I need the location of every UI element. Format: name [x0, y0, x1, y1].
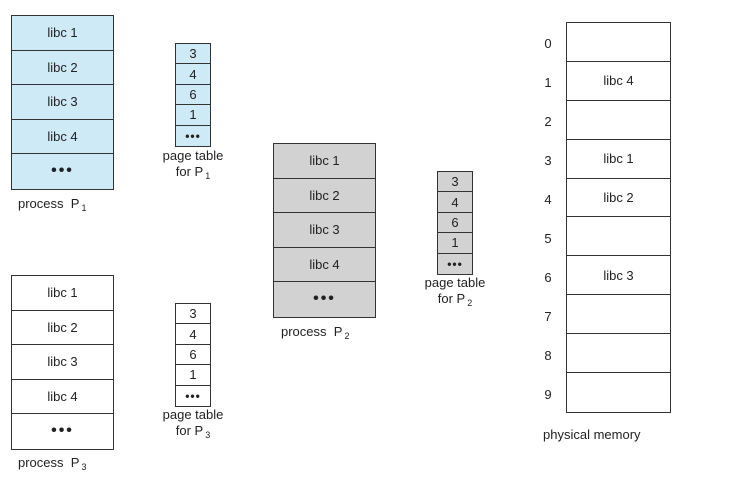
memory-frame: libc 1 — [567, 140, 670, 179]
process-p2-page: libc 3 — [274, 213, 375, 248]
frame-number: 0 — [544, 36, 552, 51]
memory-frame — [567, 334, 670, 374]
memory-frame — [567, 295, 670, 335]
memory-frame — [567, 217, 670, 257]
memory-frame — [567, 373, 670, 412]
frame-number: 5 — [544, 231, 552, 246]
process-p3-page-more: ••• — [51, 422, 74, 440]
page-table-p2: 3 4 6 1 ••• — [437, 171, 473, 275]
physical-memory-label: physical memory — [543, 427, 641, 442]
page-table-entry: 4 — [438, 192, 472, 213]
process-p3-page: libc 4 — [12, 380, 113, 414]
page-table-entry: 3 — [438, 172, 472, 193]
page-table-entry: 4 — [176, 64, 210, 85]
process-p1-memory: libc 1 libc 2 libc 3 libc 4 ••• — [11, 15, 114, 190]
memory-frame — [567, 101, 670, 140]
process-p3-page: libc 1 — [12, 276, 113, 311]
frame-number: 1 — [544, 75, 552, 90]
page-table-entry-more: ••• — [447, 256, 463, 271]
page-table-entry: 4 — [176, 324, 210, 345]
frame-number: 2 — [544, 114, 552, 129]
frame-number: 7 — [544, 309, 552, 324]
page-table-entry: 3 — [176, 44, 210, 65]
page-table-entry-more: ••• — [185, 388, 201, 403]
memory-frame — [567, 23, 670, 62]
process-p2-page: libc 4 — [274, 248, 375, 282]
process-p1-page-more: ••• — [51, 162, 74, 180]
memory-frame: libc 4 — [567, 62, 670, 101]
page-table-entry: 1 — [176, 105, 210, 126]
process-p2-page-more: ••• — [313, 290, 336, 308]
process-p2-page: libc 2 — [274, 179, 375, 213]
process-p3-page: libc 3 — [12, 345, 113, 380]
page-table-entry: 6 — [176, 345, 210, 366]
process-p3-page: libc 2 — [12, 311, 113, 345]
frame-number: 3 — [544, 153, 552, 168]
page-table-entry: 6 — [176, 85, 210, 106]
process-p1-page: libc 3 — [12, 85, 113, 120]
physical-memory: libc 4 libc 1 libc 2 libc 3 — [566, 22, 671, 413]
page-table-entry: 1 — [176, 365, 210, 386]
process-p3-memory: libc 1 libc 2 libc 3 libc 4 ••• — [11, 275, 114, 450]
page-table-entry: 6 — [438, 213, 472, 234]
page-table-entry-more: ••• — [185, 128, 201, 143]
page-table-entry: 3 — [176, 304, 210, 325]
process-p1-page: libc 4 — [12, 120, 113, 154]
frame-number: 4 — [544, 192, 552, 207]
frame-number: 9 — [544, 387, 552, 402]
frame-number: 6 — [544, 270, 552, 285]
process-p2-memory: libc 1 libc 2 libc 3 libc 4 ••• — [273, 143, 376, 318]
memory-frame: libc 3 — [567, 256, 670, 296]
process-p2-page: libc 1 — [274, 144, 375, 179]
process-p1-page: libc 2 — [12, 51, 113, 85]
page-table-p3: 3 4 6 1 ••• — [175, 303, 211, 407]
page-table-entry: 1 — [438, 233, 472, 254]
page-table-p1: 3 4 6 1 ••• — [175, 43, 211, 147]
process-p1-page: libc 1 — [12, 16, 113, 51]
frame-number: 8 — [544, 348, 552, 363]
memory-frame: libc 2 — [567, 179, 670, 218]
